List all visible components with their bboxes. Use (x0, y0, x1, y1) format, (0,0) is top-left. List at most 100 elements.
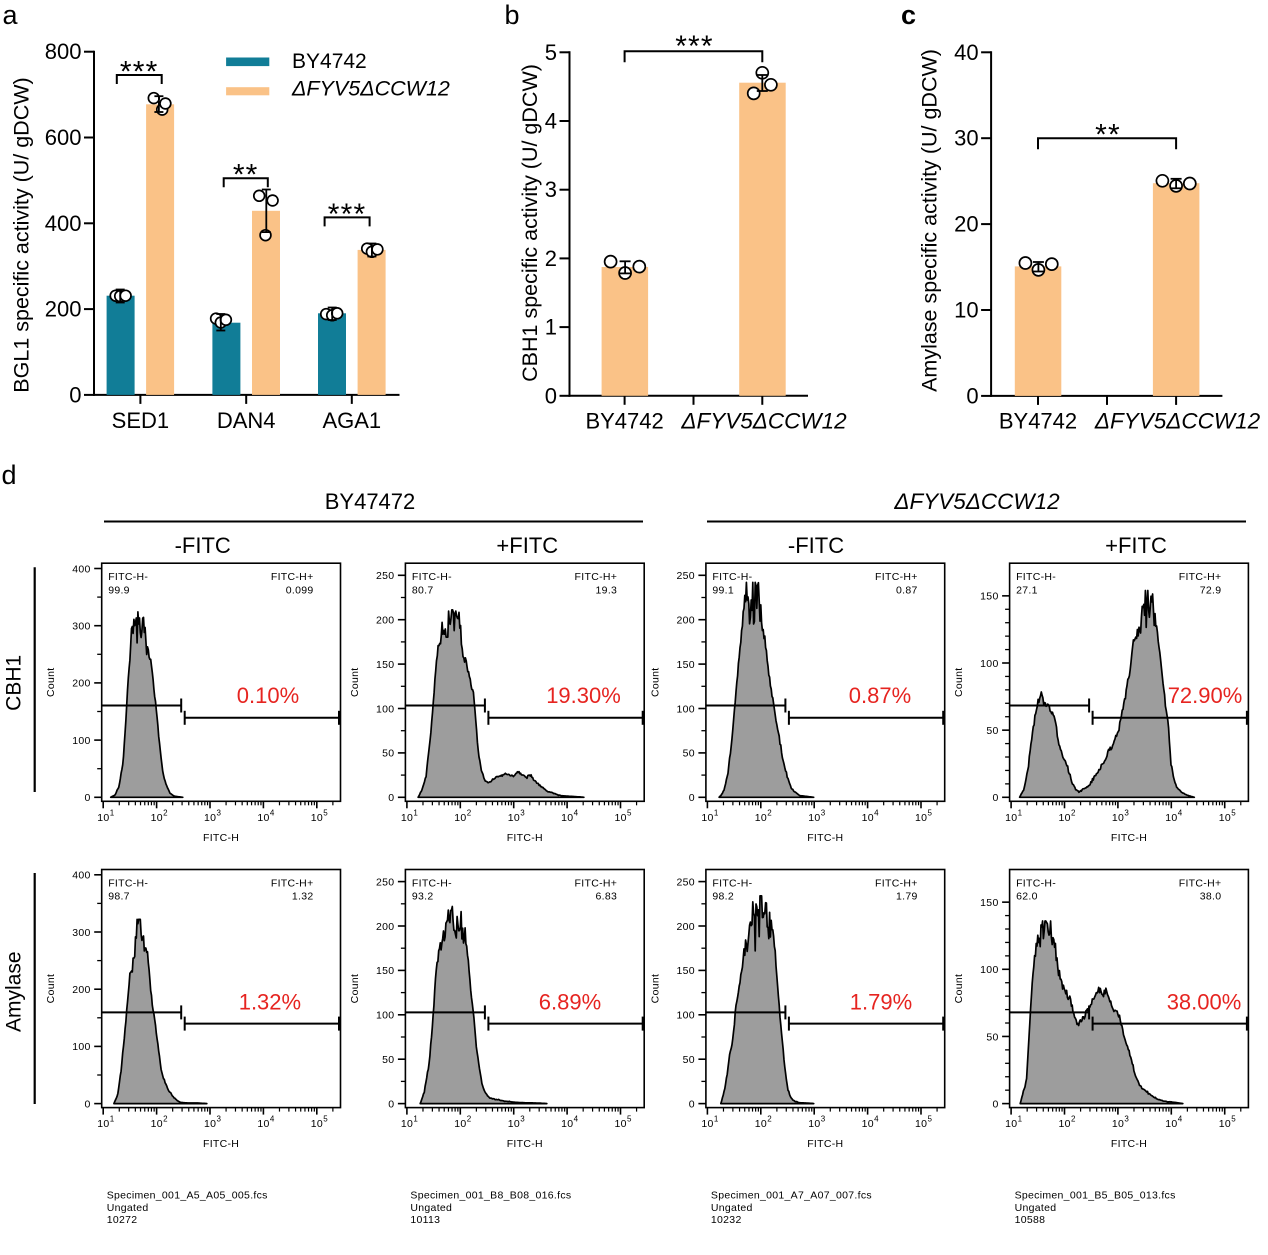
svg-text:Ungated: Ungated (410, 1202, 452, 1214)
svg-text:a: a (3, 0, 19, 30)
svg-text:200: 200 (45, 297, 82, 322)
svg-text:BY47472: BY47472 (325, 489, 416, 514)
svg-text:Count: Count (649, 667, 661, 697)
svg-text:-FITC: -FITC (788, 533, 844, 558)
svg-text:72.90%: 72.90% (1168, 683, 1243, 708)
svg-text:10: 10 (915, 812, 927, 824)
svg-text:2: 2 (163, 1115, 168, 1124)
svg-text:FITC-H+: FITC-H+ (271, 877, 314, 889)
svg-text:10: 10 (755, 1118, 767, 1130)
svg-text:1: 1 (1018, 1115, 1023, 1124)
svg-text:c: c (901, 0, 916, 30)
svg-text:100: 100 (72, 1041, 90, 1053)
svg-text:150: 150 (676, 659, 694, 671)
svg-text:100: 100 (676, 1010, 694, 1022)
svg-text:10: 10 (97, 812, 109, 824)
svg-text:100: 100 (376, 1010, 394, 1022)
svg-text:10: 10 (862, 1118, 874, 1130)
svg-text:1.32%: 1.32% (239, 990, 301, 1015)
svg-text:10: 10 (1005, 812, 1017, 824)
svg-text:10: 10 (561, 1118, 573, 1130)
svg-text:FITC-H-: FITC-H- (108, 877, 148, 889)
svg-text:Ungated: Ungated (711, 1202, 753, 1214)
svg-text:1.79%: 1.79% (850, 990, 912, 1015)
svg-text:150: 150 (376, 965, 394, 977)
svg-text:5: 5 (627, 1115, 632, 1124)
svg-text:-FITC: -FITC (175, 533, 231, 558)
svg-text:200: 200 (72, 984, 90, 996)
svg-text:10: 10 (1165, 1118, 1177, 1130)
svg-text:CBH1 specific activity (U/ gDC: CBH1 specific activity (U/ gDCW) (518, 64, 542, 382)
svg-text:10: 10 (954, 298, 978, 323)
svg-text:2: 2 (1071, 808, 1076, 817)
svg-text:FITC-H: FITC-H (203, 832, 239, 844)
svg-text:BY4742: BY4742 (585, 409, 663, 434)
svg-text:4: 4 (574, 808, 579, 817)
svg-text:150: 150 (676, 965, 694, 977)
svg-text:1: 1 (110, 808, 115, 817)
svg-text:200: 200 (72, 678, 90, 690)
svg-text:50: 50 (986, 1031, 998, 1043)
svg-text:BY4742: BY4742 (292, 50, 367, 73)
svg-text:1: 1 (714, 1115, 719, 1124)
svg-text:50: 50 (683, 1054, 695, 1066)
svg-text:50: 50 (382, 1054, 394, 1066)
svg-text:2: 2 (1071, 1115, 1076, 1124)
svg-text:19.3: 19.3 (596, 584, 618, 596)
svg-text:10: 10 (204, 812, 216, 824)
svg-text:***: *** (328, 198, 367, 231)
svg-text:100: 100 (676, 703, 694, 715)
svg-text:BY4742: BY4742 (999, 409, 1077, 434)
svg-text:10: 10 (401, 812, 413, 824)
svg-text:ΔFYV5ΔCCW12: ΔFYV5ΔCCW12 (680, 409, 847, 434)
svg-text:**: ** (1095, 119, 1121, 152)
svg-text:0: 0 (992, 792, 998, 804)
svg-text:Amylase: Amylase (3, 951, 26, 1032)
svg-text:0.10%: 0.10% (237, 683, 299, 708)
svg-text:200: 200 (376, 921, 394, 933)
svg-text:27.1: 27.1 (1016, 584, 1038, 596)
svg-text:FITC-H: FITC-H (1111, 1138, 1147, 1150)
svg-text:10: 10 (151, 1118, 163, 1130)
svg-text:4: 4 (1178, 808, 1183, 817)
svg-text:Ungated: Ungated (1015, 1202, 1057, 1214)
svg-text:10: 10 (1112, 1118, 1124, 1130)
svg-text:FITC-H+: FITC-H+ (1179, 877, 1222, 889)
svg-text:400: 400 (72, 870, 90, 882)
svg-text:1.32: 1.32 (292, 891, 314, 903)
svg-text:19.30%: 19.30% (546, 683, 621, 708)
svg-text:SED1: SED1 (112, 408, 169, 433)
svg-text:10: 10 (1059, 812, 1071, 824)
svg-text:Count: Count (349, 667, 361, 697)
svg-text:10: 10 (615, 812, 627, 824)
svg-text:0: 0 (689, 792, 695, 804)
svg-text:5: 5 (627, 808, 632, 817)
svg-text:10: 10 (257, 1118, 269, 1130)
svg-text:50: 50 (683, 748, 695, 760)
svg-text:d: d (2, 460, 17, 490)
svg-text:10588: 10588 (1015, 1214, 1046, 1226)
svg-text:Amylase specific activity (U/: Amylase specific activity (U/ gDCW) (918, 49, 942, 392)
svg-text:4: 4 (270, 1115, 275, 1124)
svg-text:FITC-H: FITC-H (1111, 832, 1147, 844)
svg-text:200: 200 (676, 921, 694, 933)
svg-text:FITC-H-: FITC-H- (1016, 571, 1056, 583)
svg-text:4: 4 (574, 1115, 579, 1124)
svg-text:2: 2 (163, 808, 168, 817)
svg-text:100: 100 (376, 703, 394, 715)
svg-text:150: 150 (376, 659, 394, 671)
svg-text:FITC-H+: FITC-H+ (575, 571, 618, 583)
svg-text:0: 0 (388, 1098, 394, 1110)
svg-text:Specimen_001_A5_A05_005.fcs: Specimen_001_A5_A05_005.fcs (107, 1190, 268, 1202)
svg-text:0: 0 (85, 792, 91, 804)
svg-text:5: 5 (323, 1115, 328, 1124)
svg-text:FITC-H: FITC-H (203, 1138, 239, 1150)
svg-text:600: 600 (45, 125, 82, 150)
svg-text:50: 50 (382, 748, 394, 760)
svg-text:ΔFYV5ΔCCW12: ΔFYV5ΔCCW12 (291, 76, 450, 100)
svg-text:5: 5 (1231, 808, 1236, 817)
svg-text:+FITC: +FITC (1105, 533, 1167, 558)
svg-text:10: 10 (257, 812, 269, 824)
svg-text:FITC-H: FITC-H (507, 1138, 543, 1150)
svg-text:Specimen_001_A7_A07_007.fcs: Specimen_001_A7_A07_007.fcs (711, 1190, 872, 1202)
